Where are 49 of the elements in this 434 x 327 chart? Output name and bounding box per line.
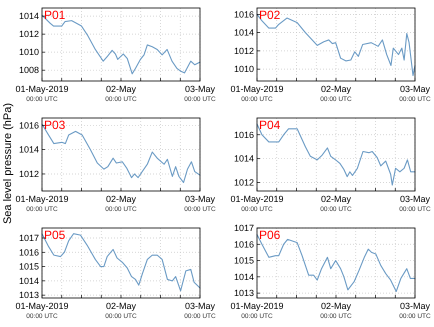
x-tick-label: 02-May 00:00 UTC (105, 84, 138, 103)
x-tick-label: 03-May 00:00 UTC (399, 301, 432, 320)
x-tick-label: 02-May 00:00 UTC (105, 194, 138, 213)
x-tick-label: 01-May-2019 00:00 UTC (230, 194, 284, 213)
x-tick-label: 02-May 00:00 UTC (320, 301, 352, 320)
y-tick-label: 1016 (18, 247, 39, 258)
chart-title: P04 (259, 118, 281, 132)
y-tick-label: 1014 (234, 272, 254, 282)
y-tick-label: 1013 (18, 290, 39, 300)
x-tick-label: 01-May-2019 00:00 UTC (230, 84, 284, 103)
y-tick-label: 1012 (18, 168, 39, 179)
x-tick-label: 03-May 00:00 UTC (184, 194, 216, 213)
y-tick-label: 1012 (234, 46, 254, 56)
y-tick-label: 1014 (18, 11, 39, 22)
y-tick-label: 1013 (234, 288, 254, 298)
x-tick-label: 02-May 00:00 UTC (105, 301, 138, 320)
x-tick-label: 01-May-2019 00:00 UTC (15, 84, 69, 103)
x-tick-label: 03-May 00:00 UTC (399, 84, 432, 103)
y-tick-label: 1012 (18, 29, 39, 40)
y-tick-label: 1017 (18, 233, 39, 243)
y-tick-label: 1014 (234, 154, 254, 164)
y-tick-label: 1015 (18, 262, 39, 272)
y-tick-label: 1014 (18, 276, 39, 286)
x-tick-label: 03-May 00:00 UTC (399, 194, 432, 213)
y-tick-label: 1017 (234, 223, 254, 233)
y-tick-label: 1015 (234, 256, 254, 266)
y-tick-label: 1010 (234, 64, 254, 74)
y-tick-label: 1012 (234, 178, 254, 188)
x-tick-label: 01-May-2019 00:00 UTC (15, 301, 69, 320)
y-tick-label: 1014 (18, 144, 39, 155)
chart-title: P05 (44, 228, 66, 242)
chart-title: P06 (259, 228, 281, 242)
x-tick-label: 02-May 00:00 UTC (320, 84, 352, 103)
x-tick-label: 03-May 00:00 UTC (184, 84, 216, 103)
chart-title: P01 (44, 8, 66, 22)
x-tick-label: 03-May 00:00 UTC (184, 301, 216, 320)
y-tick-label: 1016 (234, 239, 254, 250)
y-tick-label: 1016 (18, 120, 39, 130)
x-tick-label: 01-May-2019 00:00 UTC (15, 194, 69, 213)
y-tick-label: 1014 (234, 28, 254, 38)
y-axis-title: Sea level pressure (hPa) (2, 102, 14, 224)
chart-title: P03 (44, 118, 66, 132)
y-tick-label: 1016 (234, 9, 254, 20)
x-tick-label: 02-May 00:00 UTC (320, 194, 352, 213)
y-tick-label: 1010 (18, 47, 39, 58)
chart-title: P02 (259, 8, 281, 22)
x-tick-label: 01-May-2019 00:00 UTC (230, 301, 284, 320)
y-tick-label: 1008 (18, 65, 39, 76)
y-tick-label: 1016 (234, 130, 254, 140)
